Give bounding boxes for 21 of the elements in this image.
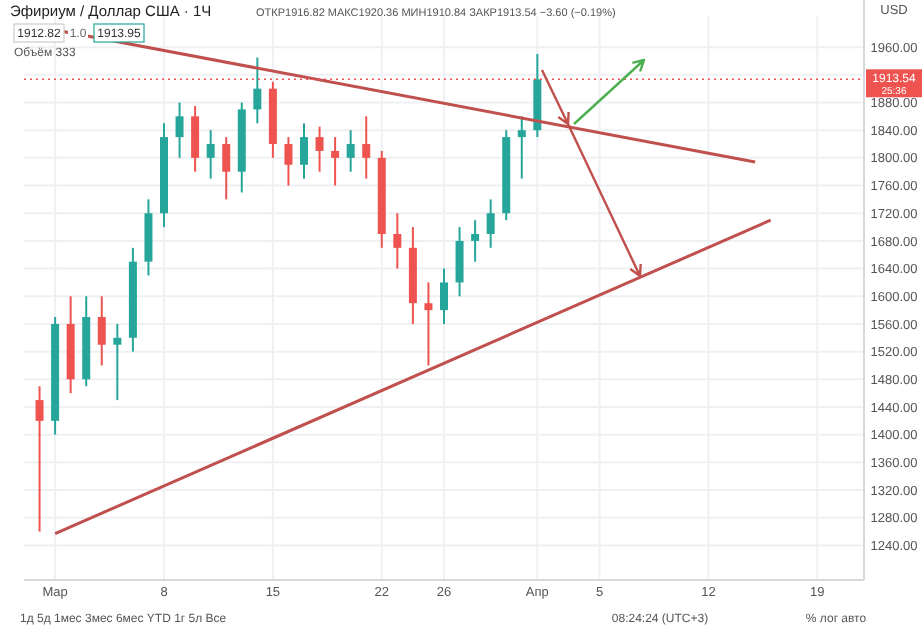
candlestick (486, 198, 495, 249)
candlestick (113, 322, 122, 402)
candlestick (284, 136, 293, 187)
candlestick (393, 212, 402, 270)
candlestick (97, 295, 106, 367)
candlestick (346, 129, 355, 173)
candlestick (455, 226, 464, 298)
candlestick (331, 136, 340, 187)
candlestick (253, 56, 262, 125)
candlestick (191, 104, 200, 173)
candlestick (300, 122, 308, 180)
candlestick (222, 136, 231, 201)
candlestick (35, 385, 44, 533)
candlestick (206, 129, 215, 180)
candlestick (424, 281, 433, 367)
candlestick (440, 267, 448, 325)
candlestick (471, 219, 480, 263)
candlestick (517, 115, 526, 180)
candlestick (362, 115, 371, 180)
candlestick (315, 125, 324, 173)
candlestick (175, 101, 184, 159)
